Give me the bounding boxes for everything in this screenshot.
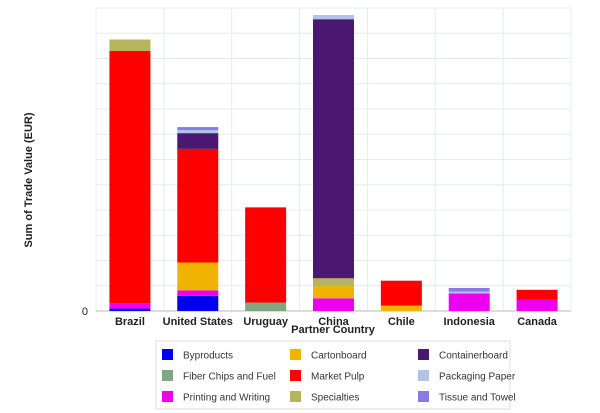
x-tick-labels: Brazil United States Uruguay China Chile Indo…	[115, 316, 558, 328]
bar-segment[interactable]	[448, 291, 490, 294]
legend-item[interactable]: Tissue and Towel	[418, 391, 516, 404]
bar-segment[interactable]	[380, 280, 422, 306]
bar-segment[interactable]	[245, 302, 287, 311]
y-axis-title: Sum of Trade Value (EUR)	[23, 112, 35, 247]
legend-item[interactable]: Byproducts	[162, 349, 233, 362]
legend-label: Tissue and Towel	[439, 393, 516, 404]
bar-segment[interactable]	[177, 148, 219, 263]
x-tick-label: Brazil	[115, 316, 145, 328]
y-tick-zero: 0	[82, 306, 88, 318]
legend-label: Containerboard	[439, 351, 508, 362]
legend-item[interactable]: Market Pulp	[290, 370, 365, 383]
legend-swatch	[162, 391, 173, 402]
legend-item[interactable]: Cartonboard	[290, 349, 367, 362]
legend-label: Packaging Paper	[439, 372, 516, 383]
bar-segment[interactable]	[177, 262, 219, 291]
x-tick-label: Canada	[517, 316, 558, 328]
bars	[109, 14, 558, 311]
bar-segment[interactable]	[380, 305, 422, 311]
x-tick-label: Indonesia	[444, 316, 496, 328]
legend-item[interactable]: Specialties	[290, 391, 359, 404]
bar-segment[interactable]	[313, 298, 354, 311]
legend-box	[155, 340, 511, 410]
bar-segment[interactable]	[313, 286, 354, 299]
bar-segment[interactable]	[109, 51, 151, 304]
bar-segment[interactable]	[177, 130, 219, 134]
legend[interactable]: Byproducts Cartonboard Containerboard Fiber…	[155, 340, 516, 410]
legend-label: Fiber Chips and Fuel	[183, 372, 276, 383]
legend-swatch	[418, 391, 429, 402]
x-tick-label: United States	[163, 316, 233, 328]
bar-segment[interactable]	[245, 207, 287, 303]
bar-segment[interactable]	[448, 293, 490, 311]
bar-segment[interactable]	[313, 278, 354, 287]
bar-segment[interactable]	[177, 295, 219, 311]
bar-segment[interactable]	[109, 39, 151, 52]
bar-segment[interactable]	[516, 299, 558, 311]
legend-item[interactable]: Packaging Paper	[418, 370, 516, 383]
bar-segment[interactable]	[313, 14, 354, 20]
legend-label: Cartonboard	[311, 351, 367, 362]
legend-swatch	[290, 349, 301, 360]
legend-label: Printing and Writing	[183, 393, 270, 404]
bar-segment[interactable]	[177, 133, 219, 149]
legend-item[interactable]: Printing and Writing	[162, 391, 270, 404]
bar-segment[interactable]	[516, 289, 558, 300]
legend-swatch	[162, 370, 173, 381]
legend-swatch	[162, 349, 173, 360]
legend-item[interactable]: Containerboard	[418, 349, 508, 362]
legend-swatch	[418, 349, 429, 360]
bar-segment[interactable]	[177, 127, 219, 131]
legend-swatch	[290, 391, 301, 402]
legend-label: Specialties	[311, 393, 359, 404]
x-axis-title: Partner Country	[291, 324, 376, 336]
bar-segment[interactable]	[313, 19, 354, 279]
bar-segment[interactable]	[109, 303, 151, 309]
x-tick-label: Chile	[388, 316, 415, 328]
legend-label: Byproducts	[183, 351, 233, 362]
grid-lines	[95, 7, 572, 312]
legend-swatch	[290, 370, 301, 381]
bar-segment[interactable]	[448, 287, 490, 292]
bar-segment[interactable]	[109, 308, 151, 311]
bar-segment[interactable]	[177, 290, 219, 296]
legend-swatch	[418, 370, 429, 381]
legend-label: Market Pulp	[311, 372, 365, 383]
x-tick-label: China	[318, 316, 349, 328]
x-tick-label: Uruguay	[243, 316, 289, 328]
legend-item[interactable]: Fiber Chips and Fuel	[162, 370, 276, 383]
